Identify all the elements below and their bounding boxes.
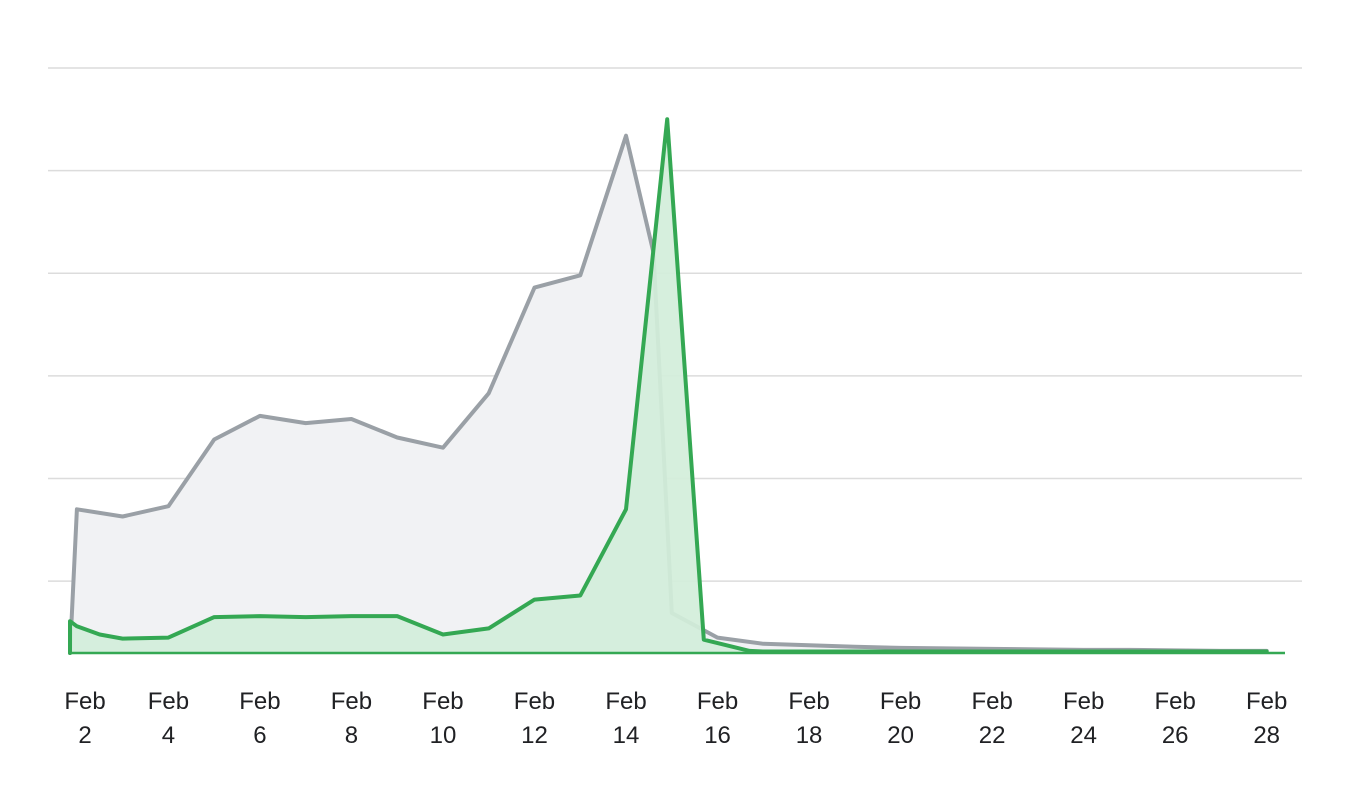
series-0-area [70,135,1267,653]
x-tick-month: Feb [1246,688,1287,715]
x-tick-label-10: Feb 10 [422,688,463,749]
x-tick-month: Feb [788,688,829,715]
x-tick-label-20: Feb 20 [880,688,921,749]
x-tick-label-16: Feb 16 [697,688,738,749]
x-tick-month: Feb [605,688,646,715]
x-tick-month: Feb [64,688,105,715]
x-tick-label-24: Feb 24 [1063,688,1104,749]
x-tick-day: 12 [521,722,548,749]
x-tick-day: 22 [979,722,1006,749]
x-tick-label-12: Feb 12 [514,688,555,749]
x-tick-day: 6 [253,722,266,749]
x-tick-month: Feb [331,688,372,715]
x-tick-label-8: Feb 8 [331,688,372,749]
series-layer [68,117,1269,655]
x-tick-label-22: Feb 22 [971,688,1012,749]
x-tick-month: Feb [422,688,463,715]
x-tick-month: Feb [1063,688,1104,715]
x-tick-label-28: Feb 28 [1246,688,1287,749]
x-tick-month: Feb [1154,688,1195,715]
x-tick-day: 10 [430,722,457,749]
series-1-area [70,119,1267,654]
x-tick-month: Feb [514,688,555,715]
x-tick-month: Feb [880,688,921,715]
x-tick-day: 26 [1162,722,1189,749]
x-tick-label-18: Feb 18 [788,688,829,749]
x-tick-label-26: Feb 26 [1154,688,1195,749]
x-tick-day: 16 [704,722,731,749]
x-tick-day: 24 [1070,722,1097,749]
x-tick-month: Feb [971,688,1012,715]
x-tick-label-14: Feb 14 [605,688,646,749]
x-tick-day: 18 [796,722,823,749]
x-tick-day: 14 [613,722,640,749]
x-tick-month: Feb [697,688,738,715]
x-tick-month: Feb [148,688,189,715]
x-tick-label-4: Feb 4 [148,688,189,749]
x-tick-day: 2 [78,722,91,749]
series-1 [68,117,1269,655]
x-tick-day: 4 [162,722,175,749]
x-tick-day: 8 [345,722,358,749]
x-tick-day: 20 [887,722,914,749]
x-tick-month: Feb [239,688,280,715]
x-tick-label-2: Feb 2 [64,688,105,749]
x-tick-label-6: Feb 6 [239,688,280,749]
x-tick-day: 28 [1253,722,1280,749]
x-axis-tick-labels: Feb 2 Feb 4 Feb 6 Feb 8 Feb 10 Feb 12 Feb 14 Feb 16 Feb 1… [64,688,1287,749]
